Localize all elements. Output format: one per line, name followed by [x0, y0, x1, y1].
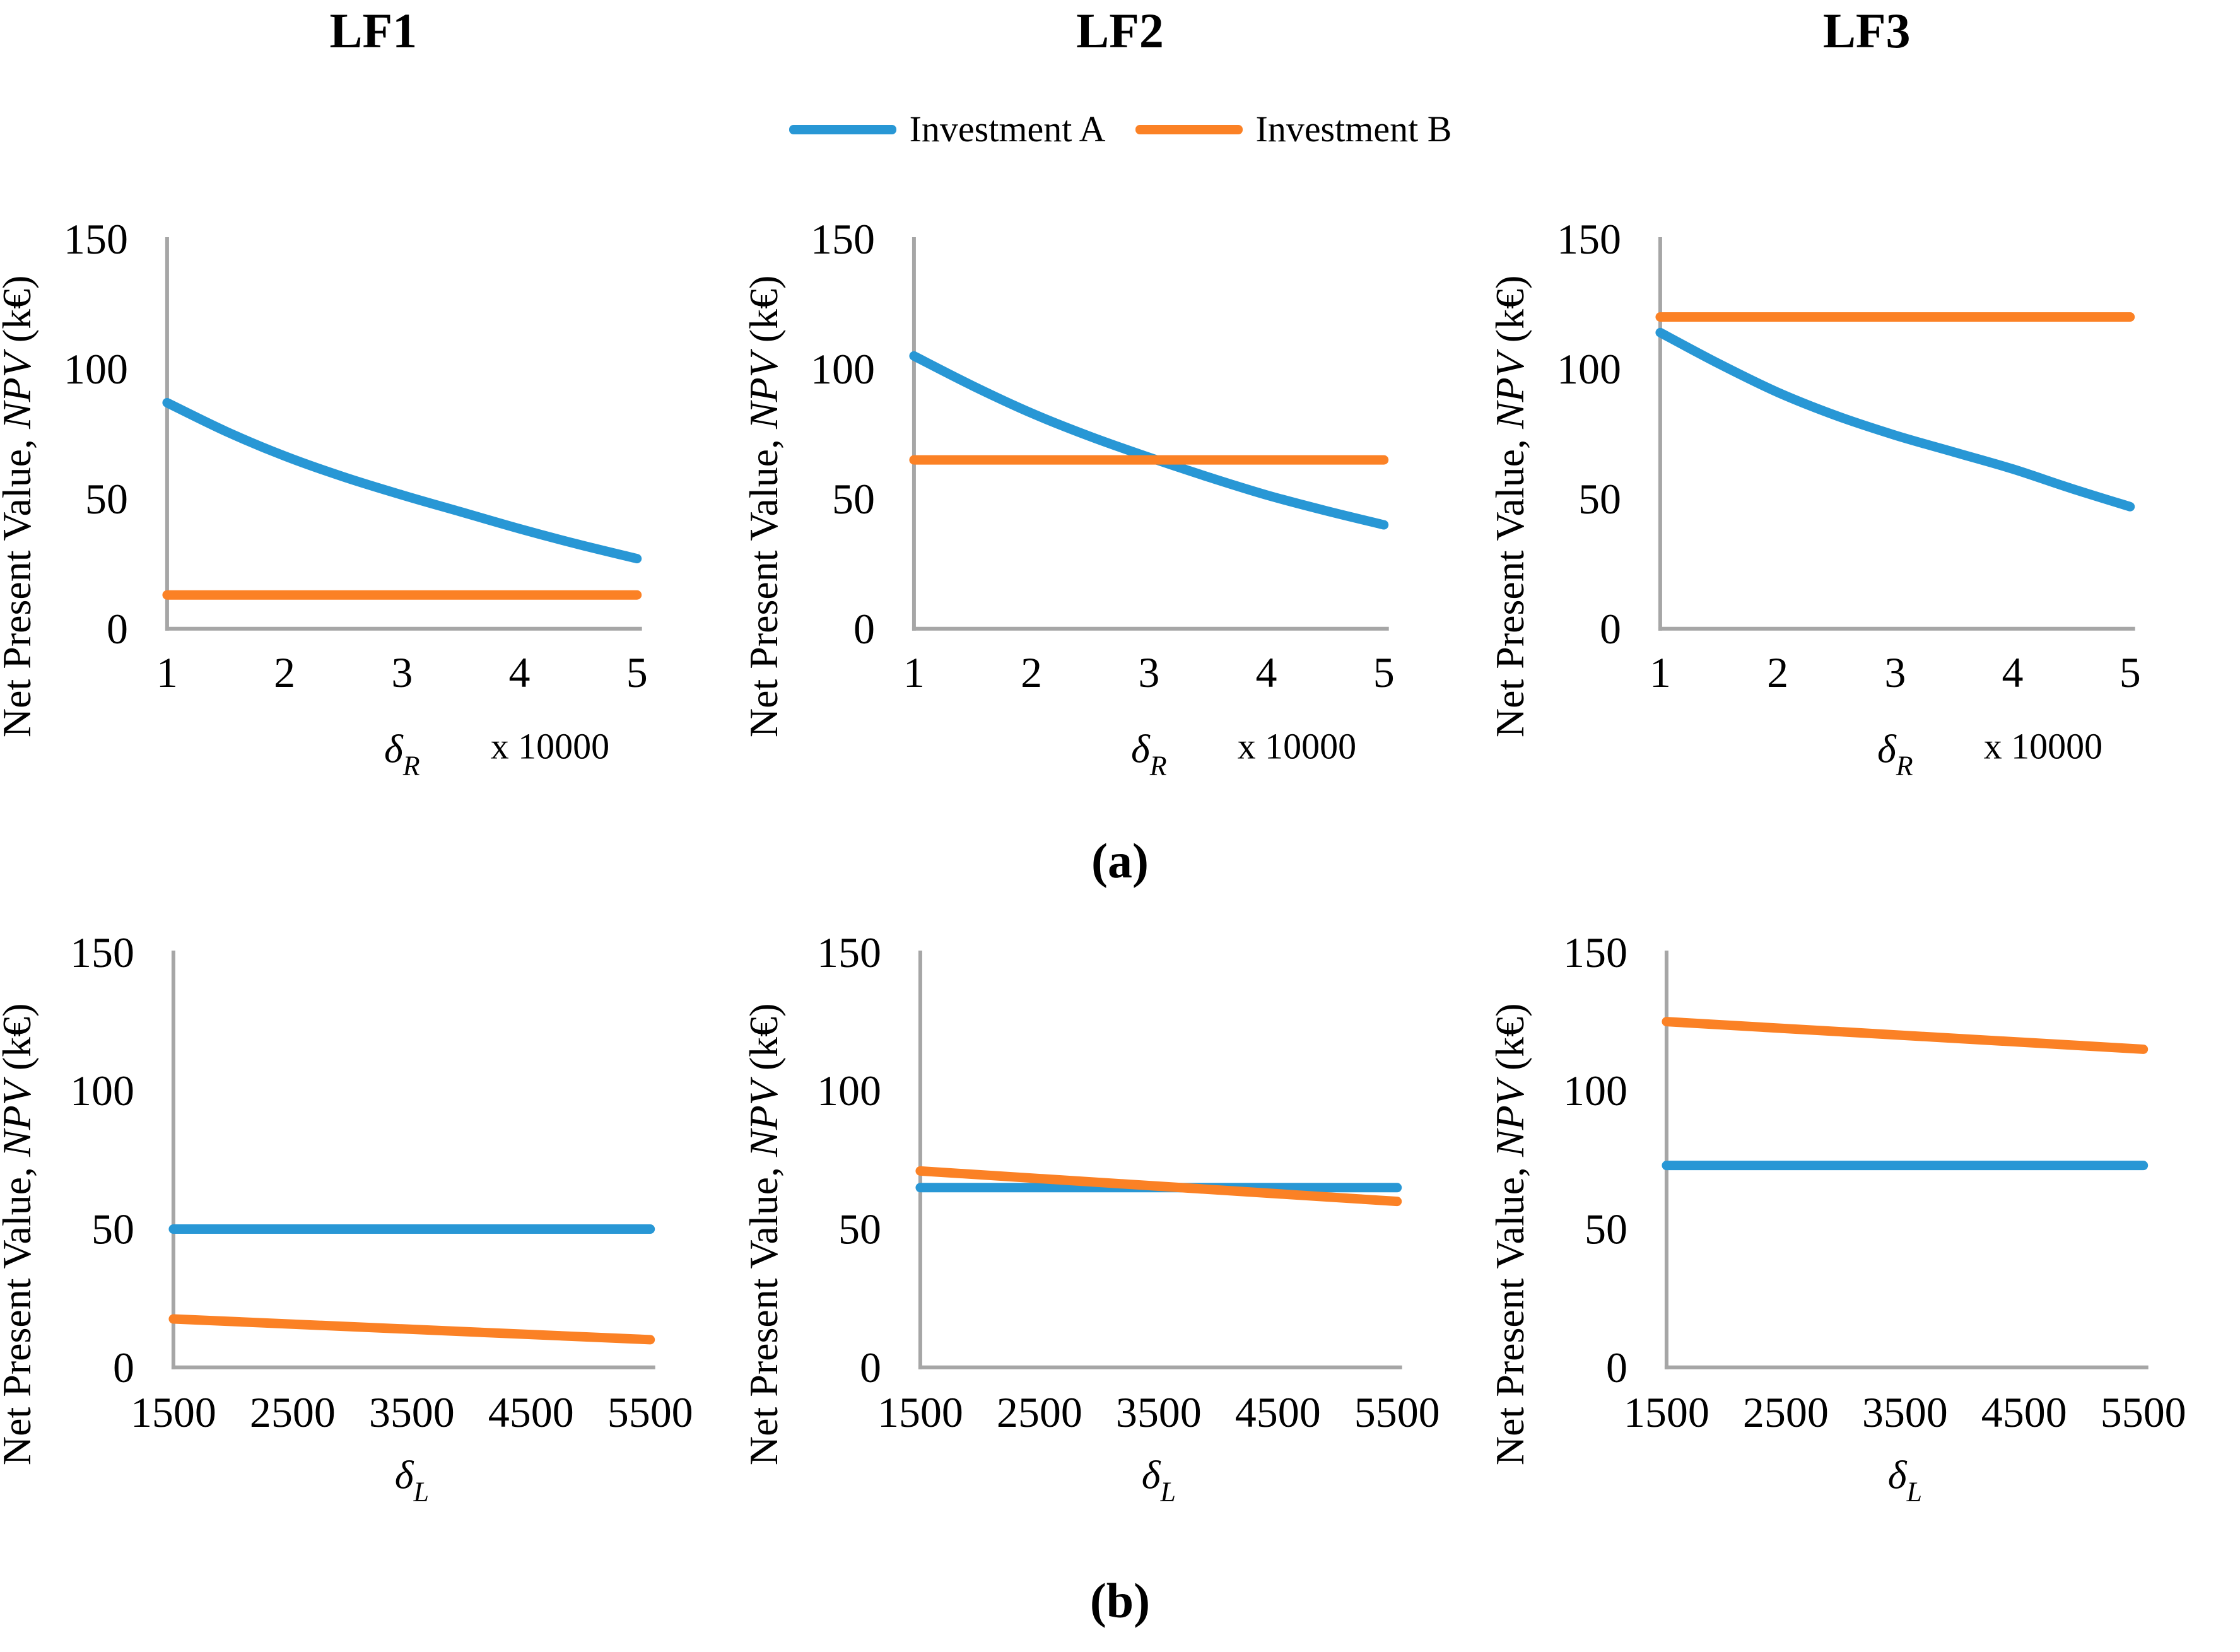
- panel-b-charts: 0 50 100 150 1500 2500 3500 4500 5500 Net Present…: [0, 907, 2240, 1550]
- y-tick-label: 100: [1563, 1067, 1627, 1115]
- x-axis-title: δL: [1141, 1453, 1175, 1508]
- x-tick-label: 5: [1373, 648, 1394, 696]
- y-tick-label: 50: [832, 475, 875, 523]
- x-axis-title: δR: [1877, 727, 1913, 782]
- x-tick-label: 3500: [1115, 1388, 1201, 1436]
- column-title-lf3: LF3: [1822, 3, 1911, 58]
- x-tick-label: 2500: [250, 1388, 336, 1436]
- x-tick-label: 2500: [1743, 1388, 1829, 1436]
- x-tick-label: 4: [509, 648, 531, 696]
- y-tick-label: 0: [1600, 605, 1621, 653]
- x-axis-title: δR: [384, 727, 420, 782]
- y-tick-label: 150: [817, 929, 881, 976]
- series-investment-b-line: [915, 1166, 1402, 1206]
- investment-b-line-icon: [1135, 124, 1243, 134]
- x-tick-label: 1: [156, 648, 178, 696]
- y-axis-title: Net Present Value, NPV (k€): [1493, 276, 1532, 738]
- x-tick-label: 4500: [488, 1388, 574, 1436]
- chart-lf1-npv-vs-delta-l: 0 50 100 150 1500 2500 3500 4500 5500 Net Present…: [0, 929, 693, 1508]
- y-tick-label: 100: [64, 345, 128, 393]
- x-tick-label: 2: [1021, 648, 1042, 696]
- caption-a-label: (a): [1091, 833, 1149, 889]
- x-tick-label: 5500: [1354, 1388, 1440, 1436]
- series-investment-a-line: [909, 351, 1388, 530]
- legend-item-investment-a: Investment A: [789, 108, 1106, 150]
- x-tick-label: 2500: [997, 1388, 1082, 1436]
- x-tick-label: 2: [274, 648, 295, 696]
- x-tick-label: 3: [1885, 648, 1906, 696]
- x-axis-multiplier: x 10000: [1984, 726, 2102, 767]
- y-tick-label: 100: [70, 1067, 134, 1115]
- chart-lf2-npv-vs-delta-r: 0 50 100 150 1 2 3 4 5 Net Present Value, NPV (k€…: [747, 215, 1395, 782]
- chart-lf1-npv-vs-delta-r: 0 50 100 150 1 2 3 4 5 Net Present Value, NPV (k€…: [0, 215, 648, 782]
- series-investment-a-line: [1655, 327, 2135, 512]
- column-title-lf1: LF1: [329, 3, 418, 58]
- x-tick-label: 3500: [1862, 1388, 1948, 1436]
- x-tick-label: 4500: [1234, 1388, 1320, 1436]
- y-axis-title: Net Present Value, NPV (k€): [0, 1003, 39, 1465]
- column-titles: LF1 LF2 LF3: [0, 0, 2240, 71]
- x-tick-label: 5500: [2101, 1388, 2186, 1436]
- x-tick-label: 2: [1767, 648, 1788, 696]
- x-tick-label: 1500: [877, 1388, 963, 1436]
- x-axis-title: δR: [1131, 727, 1167, 782]
- x-tick-label: 4: [1255, 648, 1277, 696]
- y-tick-label: 0: [1606, 1344, 1627, 1391]
- caption-b-label: (b): [1089, 1573, 1151, 1629]
- x-tick-label: 1500: [131, 1388, 216, 1436]
- x-tick-label: 3500: [369, 1388, 455, 1436]
- legend-label-investment-b: Investment B: [1255, 108, 1452, 150]
- y-tick-label: 50: [1585, 1205, 1627, 1253]
- legend-item-investment-b: Investment B: [1135, 108, 1452, 150]
- series-investment-a-line: [162, 397, 642, 564]
- y-tick-label: 100: [817, 1067, 881, 1115]
- y-tick-label: 50: [85, 475, 128, 523]
- chart-lf3-npv-vs-delta-r: 0 50 100 150 1 2 3 4 5 Net Present Value, NPV (k€…: [1493, 215, 2141, 782]
- y-tick-label: 0: [860, 1344, 881, 1391]
- y-tick-label: 100: [811, 345, 875, 393]
- y-tick-label: 50: [1578, 475, 1621, 523]
- legend: Investment A Investment B: [0, 71, 2240, 179]
- y-tick-label: 150: [70, 929, 134, 976]
- y-tick-label: 50: [838, 1205, 881, 1253]
- series-investment-b-line: [168, 1314, 655, 1345]
- y-axis-title: Net Present Value, NPV (k€): [747, 1003, 786, 1465]
- x-axis-multiplier: x 10000: [491, 726, 609, 767]
- y-tick-label: 100: [1557, 345, 1621, 393]
- y-tick-label: 150: [1557, 215, 1621, 263]
- chart-lf2-npv-vs-delta-l: 0 50 100 150 1500 2500 3500 4500 5500 Net Present…: [747, 929, 1440, 1508]
- y-tick-label: 0: [107, 605, 128, 653]
- x-tick-label: 5: [626, 648, 648, 696]
- x-axis-title: δL: [395, 1453, 429, 1508]
- x-tick-label: 4500: [1981, 1388, 2067, 1436]
- y-tick-label: 150: [64, 215, 128, 263]
- chart-lf3-npv-vs-delta-l: 0 50 100 150 1500 2500 3500 4500 5500 Net Present…: [1493, 929, 2186, 1508]
- panel-a-charts: 0 50 100 150 1 2 3 4 5 Net Present Value, NPV (k€…: [0, 179, 2240, 816]
- x-tick-label: 1: [903, 648, 925, 696]
- y-tick-label: 150: [1563, 929, 1627, 976]
- x-tick-label: 3: [1138, 648, 1159, 696]
- panel-b-caption: (b): [0, 1550, 2240, 1652]
- x-tick-label: 5500: [607, 1388, 693, 1436]
- x-tick-label: 5: [2120, 648, 2141, 696]
- x-axis-title: δL: [1888, 1453, 1922, 1508]
- investment-a-line-icon: [789, 124, 896, 134]
- x-tick-label: 4: [2002, 648, 2024, 696]
- y-tick-label: 0: [113, 1344, 134, 1391]
- y-axis-title: Net Present Value, NPV (k€): [747, 276, 786, 738]
- y-tick-label: 150: [811, 215, 875, 263]
- series-investment-b-line: [1662, 1016, 2149, 1054]
- x-axis-multiplier: x 10000: [1237, 726, 1356, 767]
- x-tick-label: 1: [1650, 648, 1671, 696]
- y-tick-label: 0: [853, 605, 875, 653]
- y-axis-title: Net Present Value, NPV (k€): [0, 276, 39, 738]
- y-tick-label: 50: [91, 1205, 134, 1253]
- legend-label-investment-a: Investment A: [909, 108, 1106, 150]
- y-axis-title: Net Present Value, NPV (k€): [1493, 1003, 1532, 1465]
- column-title-lf2: LF2: [1076, 3, 1164, 58]
- x-tick-label: 1500: [1624, 1388, 1709, 1436]
- x-tick-label: 3: [391, 648, 413, 696]
- panel-a-caption: (a): [0, 816, 2240, 907]
